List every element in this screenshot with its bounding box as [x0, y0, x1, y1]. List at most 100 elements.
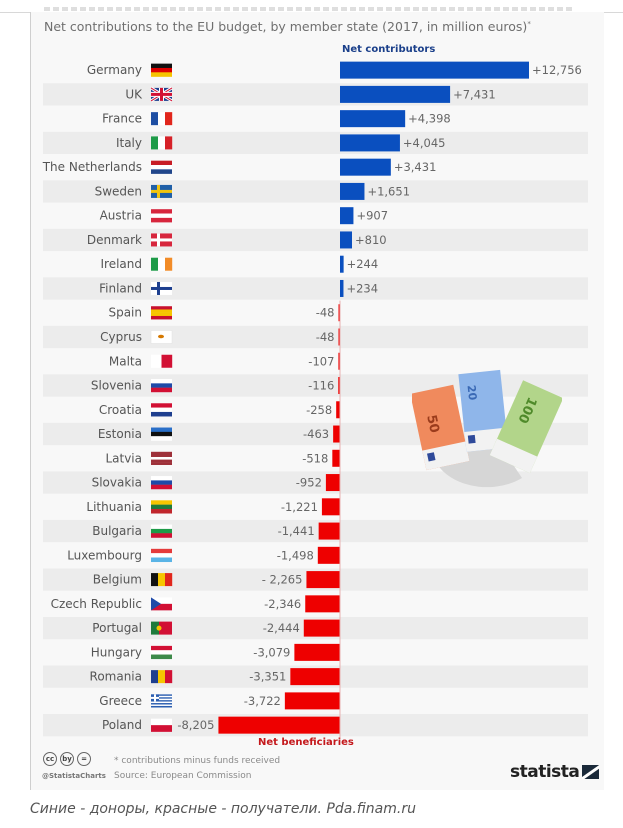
row-stripe: [43, 325, 588, 349]
luxembourg-flag: [151, 548, 172, 563]
bar: [218, 716, 340, 734]
czech-republic-flag: [151, 597, 172, 611]
footnote-mark: *: [527, 19, 531, 28]
bar: [340, 158, 391, 176]
country-label: Slovenia: [91, 379, 142, 393]
value-label: -3,079: [253, 645, 290, 659]
bar-row: Latvia -518: [105, 449, 340, 467]
lithuania-flag: [151, 500, 172, 514]
bar-row: Ireland +244: [100, 255, 379, 273]
italy-flag: [151, 136, 173, 150]
value-label: -116: [308, 379, 334, 393]
cc-icon: cc: [43, 752, 57, 766]
bar-row: Romania -3,351: [43, 665, 588, 688]
euro-banknotes-illustration: 50 20 100: [412, 369, 562, 488]
hungary-flag: [151, 645, 172, 660]
croatia-flag: [151, 403, 172, 417]
row-stripe: [43, 83, 588, 106]
value-label: - 2,265: [262, 573, 303, 587]
bar-row: Belgium - 2,265: [43, 568, 588, 591]
portugal-flag: [151, 621, 172, 635]
bar: [340, 255, 344, 273]
value-label: +4,398: [408, 112, 451, 126]
bar: [338, 304, 340, 322]
bar-row: Finland +234: [43, 277, 588, 300]
bar-row: Luxembourg -1,498: [67, 546, 340, 564]
country-label: Cyprus: [100, 330, 142, 344]
country-label: Germany: [87, 63, 142, 77]
svg-text:50: 50: [423, 414, 441, 435]
brand-name: statista: [510, 762, 580, 782]
slovakia-flag: [151, 476, 172, 490]
bar-row: Portugal -2,444: [43, 616, 588, 640]
bar: [305, 595, 340, 613]
country-label: Denmark: [87, 233, 142, 247]
country-label: Czech Republic: [51, 597, 142, 611]
row-stripe: [43, 519, 588, 543]
country-label: Italy: [116, 136, 142, 150]
country-label: Romania: [90, 670, 142, 684]
finland-flag: [151, 281, 172, 295]
country-label: Ireland: [100, 257, 142, 271]
value-label: +907: [356, 209, 388, 223]
value-label: -2,346: [264, 597, 301, 611]
country-label: Bulgaria: [92, 524, 142, 538]
value-label: +810: [355, 233, 387, 247]
spain-flag: [151, 306, 172, 320]
sweden-flag: [151, 184, 172, 198]
bar: [321, 498, 340, 516]
value-label: +244: [347, 257, 379, 271]
malta-flag: [151, 354, 173, 368]
uk-flag: [150, 86, 173, 103]
denmark-flag: [151, 233, 172, 247]
row-stripe: [43, 228, 588, 252]
country-label: France: [102, 112, 142, 126]
value-label: -48: [316, 330, 335, 344]
romania-flag: [151, 670, 173, 684]
country-label: Sweden: [95, 184, 142, 198]
creative-commons-icons: cc by =: [43, 752, 91, 766]
bar-row: Cyprus -48: [43, 325, 588, 349]
germany-flag: [151, 63, 172, 77]
country-label: Austria: [100, 209, 142, 223]
bar: [340, 207, 354, 225]
value-label: -463: [303, 427, 329, 441]
row-stripe: [43, 180, 588, 203]
bar: [294, 643, 340, 661]
no-derivatives-icon: =: [77, 752, 91, 766]
country-label: Malta: [109, 354, 142, 368]
country-label: Belgium: [93, 573, 142, 587]
value-label: +3,431: [394, 160, 437, 174]
value-label: +4,045: [403, 136, 446, 150]
cropped-title: [44, 7, 574, 11]
bar-row: Austria +907: [100, 207, 388, 225]
bar: [340, 134, 400, 152]
value-label: -3,722: [244, 694, 281, 708]
value-label: -3,351: [249, 670, 286, 684]
country-label: Greece: [99, 694, 142, 708]
statista-logo: statista: [510, 762, 600, 782]
value-label: +7,431: [453, 87, 496, 101]
bar-row: Lithuania -1,221: [86, 498, 340, 516]
bar-row: Denmark +810: [43, 228, 588, 252]
country-label: Lithuania: [86, 500, 142, 514]
bar-row: Czech Republic -2,346: [51, 595, 340, 613]
value-label: +12,756: [532, 63, 582, 77]
statista-logo-icon: [582, 765, 600, 779]
bar: [336, 401, 340, 419]
bar-row: Sweden +1,651: [43, 180, 588, 203]
bar: [290, 668, 340, 686]
ireland-flag: [151, 257, 173, 271]
bar: [325, 474, 340, 492]
country-label: The Netherlands: [42, 160, 142, 174]
country-label: Hungary: [91, 645, 142, 659]
value-label: -1,221: [281, 500, 318, 514]
poland-flag: [151, 718, 172, 732]
latvia-flag: [151, 451, 172, 465]
bar: [340, 110, 406, 128]
bar: [340, 61, 529, 79]
estonia-flag: [151, 427, 172, 441]
bar: [306, 571, 340, 589]
cyprus-flag: [150, 330, 173, 344]
